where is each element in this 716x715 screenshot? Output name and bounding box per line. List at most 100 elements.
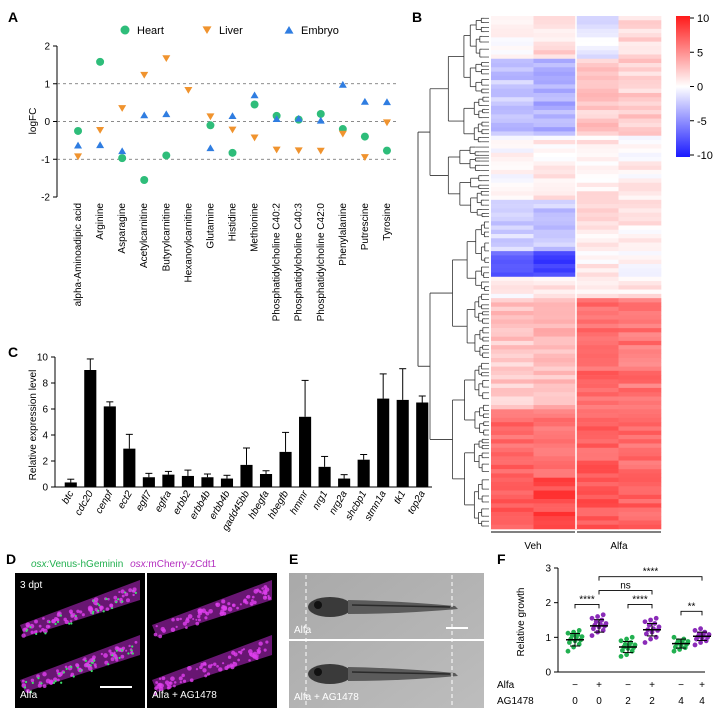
heatmap-cell [618, 169, 662, 175]
green-nucleus [90, 669, 93, 673]
heatmap-cell [533, 302, 577, 307]
panel-a-ytick-label: 1 [44, 79, 50, 90]
alfa-value: − [572, 680, 578, 691]
heatmap-cell [533, 460, 577, 466]
magenta-nucleus [158, 634, 163, 639]
significance-label: ** [688, 601, 696, 612]
heatmap-cell [576, 191, 619, 196]
green-nucleus [70, 622, 73, 625]
heatmap-cell [576, 122, 619, 128]
heatmap-cell [618, 105, 662, 111]
magenta-nucleus [213, 662, 217, 666]
panel-c-ylabel: Relative expression level [28, 370, 39, 481]
heatmap-cell [491, 229, 534, 235]
heatmap-cell [491, 63, 534, 68]
heatmap-cell [533, 37, 577, 42]
heatmap-cell [491, 88, 534, 94]
heatmap-cell [491, 349, 534, 355]
alfa-value: − [678, 680, 684, 691]
green-nucleus [29, 626, 32, 629]
heatmap-cell [491, 362, 534, 367]
heatmap-cell [491, 323, 534, 329]
header-green-prefix: osx: [31, 559, 50, 570]
panel-c-bar [201, 477, 214, 487]
heatmap-cell [576, 302, 619, 307]
heatmap-cell [533, 490, 577, 496]
magenta-nucleus [237, 658, 240, 662]
heatmap-cell [576, 430, 619, 436]
heatmap-cell [491, 332, 534, 337]
panel-c-xtick-label: cdc20 [73, 489, 96, 518]
heatmap-cell [491, 187, 534, 192]
panel-a-point-heart [316, 109, 325, 118]
magenta-nucleus [42, 684, 47, 689]
heatmap-cell [618, 434, 662, 440]
panel-a-ytick-label: -2 [41, 193, 50, 204]
panel-f-point [644, 631, 649, 637]
magenta-nucleus [185, 617, 190, 621]
heatmap-cell [533, 54, 577, 60]
panel-f-point [603, 621, 609, 626]
colorbar-tick-label: 10 [697, 13, 709, 25]
heatmap-cell [618, 41, 662, 47]
green-nucleus [65, 667, 68, 671]
heatmap-cell [533, 268, 577, 273]
heatmap-cell [576, 131, 619, 136]
heatmap-cell [618, 336, 662, 342]
larva-top-label: Alfa [294, 625, 312, 636]
heatmap-cell [533, 165, 577, 171]
panel-a-point-embryo [140, 111, 149, 119]
panel-c-bar [259, 474, 273, 487]
green-nucleus [102, 610, 105, 613]
heatmap-cell [533, 336, 577, 342]
heatmap-cell [533, 345, 577, 350]
magenta-nucleus [109, 603, 114, 608]
panel-f-point [629, 634, 635, 640]
heatmap-cell [618, 293, 662, 299]
heatmap-cell [533, 507, 577, 513]
heatmap-cell [618, 366, 662, 372]
magenta-nucleus [48, 679, 54, 685]
heatmap-cell [533, 114, 577, 119]
heatmap-cell [491, 272, 534, 278]
panel-f-point [628, 640, 634, 645]
magenta-nucleus [197, 608, 203, 614]
heatmap-cell [576, 490, 619, 496]
heatmap-cell [618, 20, 662, 25]
magenta-nucleus [128, 644, 131, 648]
panel-f-point [632, 642, 638, 648]
heatmap-cell [576, 101, 619, 107]
magenta-nucleus [69, 620, 73, 623]
magenta-nucleus [120, 654, 125, 659]
heatmap-cell [618, 340, 662, 346]
heatmap-cell [491, 298, 534, 303]
magenta-nucleus [74, 616, 78, 621]
heatmap-cell [533, 187, 577, 192]
heatmap-cell [618, 54, 662, 60]
magenta-nucleus [36, 674, 40, 679]
heatmap-cell [533, 16, 577, 21]
magenta-nucleus [239, 603, 242, 606]
heatmap-cell [533, 131, 577, 136]
larva-eye [314, 601, 322, 609]
green-nucleus [92, 610, 95, 613]
larva-notochord [351, 671, 451, 675]
heatmap-cell [618, 268, 662, 273]
magenta-nucleus [221, 604, 226, 609]
heatmap-cell [533, 319, 577, 325]
green-nucleus [40, 682, 43, 685]
heatmap-cell [491, 464, 534, 470]
magenta-nucleus [124, 592, 129, 597]
magenta-nucleus [216, 664, 219, 668]
panel-d-label: D [6, 551, 16, 567]
panel-a-point-embryo [338, 80, 347, 88]
heatmap-cell [533, 118, 577, 124]
green-nucleus [54, 680, 57, 683]
heatmap-cell [491, 434, 534, 440]
heatmap-cell [491, 387, 534, 393]
heatmap-cell [491, 524, 534, 530]
magenta-nucleus [256, 648, 260, 652]
magenta-nucleus [197, 618, 201, 622]
heatmap-cell [618, 80, 662, 85]
heatmap-cell [576, 358, 619, 363]
